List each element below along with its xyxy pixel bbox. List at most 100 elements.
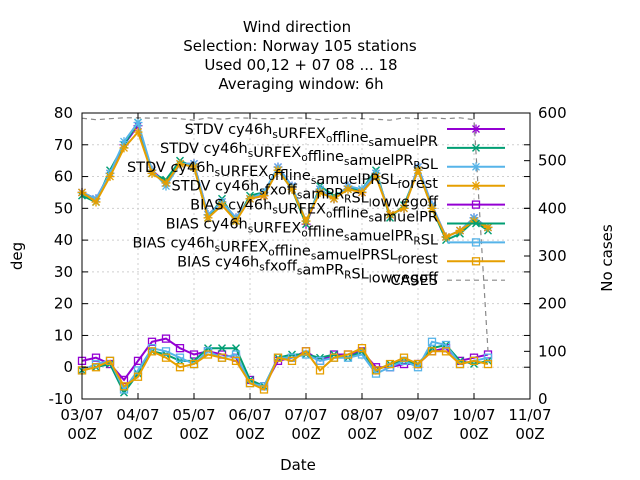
data-point [483,359,493,369]
title-line-4: Averaging window: 6h [218,75,383,93]
data-point [231,356,241,366]
y-axis-label: deg [8,242,26,270]
data-point [427,347,437,356]
data-point [371,172,381,182]
data-point [218,344,226,353]
data-point [245,194,255,204]
x-tick-hour: 00Z [179,425,208,443]
legend-entry: STDV cy46hsURFEXofflinesamuelPR [185,122,505,150]
y-tick-label: 70 [54,136,73,154]
legend-entry: STDV cy46hsURFEXofflinesamuelPRRSL [160,141,505,173]
title-line-3: Used 00,12 + 07 08 ... 18 [204,56,397,74]
legend-entry: STDV cy46hsURFEXofflinesamuelPRSLforest [127,160,505,192]
data-point [175,159,185,169]
data-point [427,337,437,346]
data-point [399,203,409,213]
x-tick-label: 04/07 00Z [116,406,159,443]
axes: -10 0 10 20 30 40 50 60 70 80 0 100 200 300 400 500 600 0… [49,104,567,443]
series-8 [81,117,489,352]
data-point [427,203,437,213]
legend-label: STDV cy46hsURFEXofflinesamuelPR [185,122,438,150]
data-point [231,216,241,226]
series-layer [77,117,493,397]
x-tick-label: 08/07 00Z [340,406,383,443]
legend-marker [472,219,480,228]
legend-marker [471,257,481,266]
data-point [91,197,101,207]
data-point [189,162,199,172]
y2-tick-label: 200 [538,295,567,313]
legend-entry: CASES [390,273,505,289]
y-tick-label: 20 [54,295,73,313]
x-tick-hour: 00Z [459,425,488,443]
x-tick-hour: 00Z [515,425,544,443]
data-point [287,184,297,194]
data-point [371,366,381,375]
x-tick-date: 05/07 [172,406,215,424]
data-point [273,353,283,362]
legend-label: STDV cy46hsfxoffsamPRRSLlowvegoff [172,179,439,211]
data-point [385,210,395,220]
data-point [133,118,143,128]
data-point [329,194,339,204]
y-tick-label: 80 [54,104,73,122]
x-tick-label: 05/07 00Z [172,406,215,443]
x-tick-date: 10/07 [452,406,495,424]
chart-title: Wind direction Selection: Norway 105 sta… [183,18,417,93]
x-tick-date: 08/07 [340,406,383,424]
x-tick-label: 07/07 00Z [284,406,327,443]
y-tick-label: -10 [49,390,74,408]
data-point [119,143,129,153]
x-tick-label: 11/07 00Z [508,406,551,443]
y-tick-label: 10 [54,326,73,344]
legend-marker [472,143,480,152]
data-point [413,165,423,175]
y-tick-label: 0 [63,358,73,376]
data-point [161,178,171,188]
data-point [175,363,185,372]
data-point [161,353,171,362]
data-point [175,353,185,362]
x-tick-label: 09/07 00Z [396,406,439,443]
data-point [175,344,185,353]
data-point [441,232,451,242]
legend-entry: BIAS cy46hsURFEXofflinesamuelPRRSL [166,217,505,249]
data-point [413,359,423,369]
data-point [203,350,213,359]
data-point [357,187,367,197]
y2-axis-label: No cases [598,224,616,292]
data-point [189,359,199,369]
data-point [105,356,115,366]
y2-tick-label: 600 [538,104,567,122]
legend-label: BIAS cy46hsURFEXofflinesamuelPRRSL [166,217,438,249]
series-6 [77,337,493,394]
y2-tick-label: 300 [538,247,567,265]
y-tick-label: 60 [54,168,73,186]
x-tick-date: 06/07 [228,406,271,424]
data-point [147,347,157,356]
legend-marker [471,238,481,247]
data-point [455,226,465,236]
data-point [301,347,311,356]
legend-entry: STDV cy46hsfxoffsamPRRSLlowvegoff [172,179,505,211]
y2-tick-label: 100 [538,342,567,360]
series-line [81,130,489,239]
y2-tick-label: 0 [538,390,548,408]
data-point [441,347,451,356]
x-tick-label: 03/07 00Z [60,406,103,443]
x-tick-hour: 00Z [67,425,96,443]
x-tick-date: 04/07 [116,406,159,424]
series-line [81,346,489,391]
legend-label: STDV cy46hsURFEXofflinesamuelPRRSL [160,141,438,173]
data-point [91,363,101,372]
data-point [455,359,465,369]
data-point [301,216,311,226]
legend-label: BIAS cy46hsfxoffsamPRRSLlowvegoff [177,254,439,286]
legend-entry: BIAS cy46hsURFEXofflinesamuelPR [190,198,505,226]
title-line-2: Selection: Norway 105 stations [183,37,417,55]
y-tick-label: 30 [54,263,73,281]
x-tick-hour: 00Z [403,425,432,443]
series-7 [77,344,493,394]
legend-marker [471,200,481,209]
title-line-1: Wind direction [243,18,351,36]
